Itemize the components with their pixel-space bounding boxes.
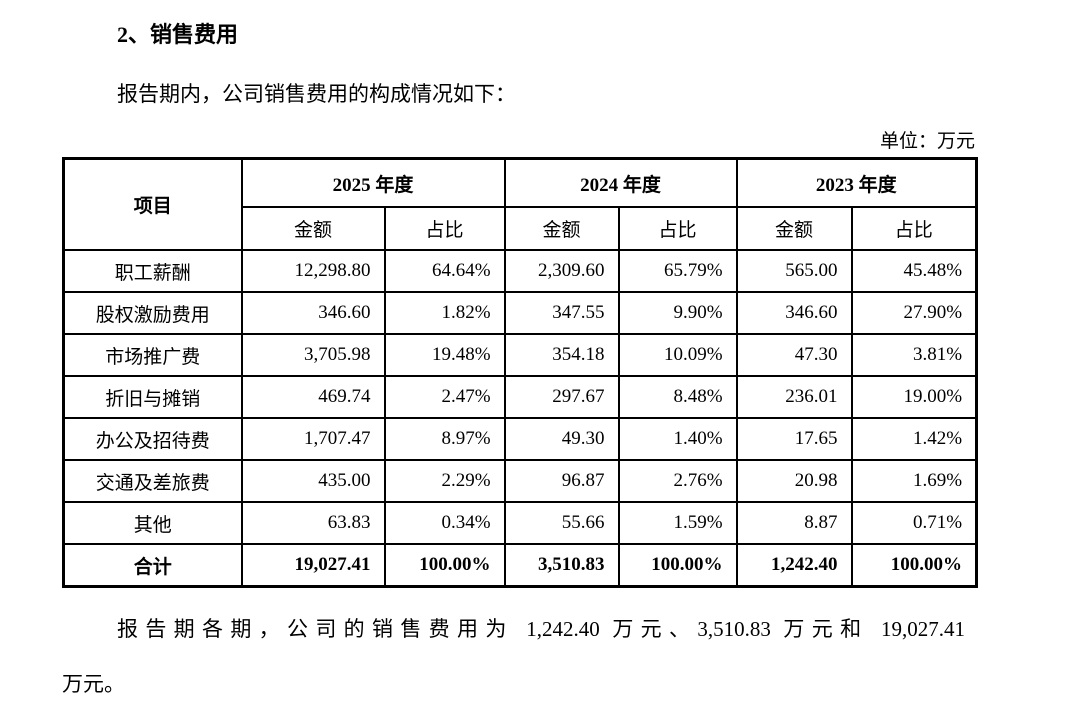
amount-header-2023: 金额	[735, 206, 853, 251]
table-row: 其他 63.83 0.34% 55.66 1.59% 8.87 0.71%	[62, 501, 978, 545]
item-cell: 合计	[62, 543, 243, 588]
ratio-cell: 1.59%	[617, 501, 738, 545]
intro-paragraph: 报告期内，公司销售费用的构成情况如下：	[117, 82, 516, 106]
ratio-cell: 10.09%	[617, 333, 738, 377]
amount-cell: 8.87	[735, 501, 853, 545]
ratio-header-2025: 占比	[383, 206, 506, 251]
amount-header-2025: 金额	[240, 206, 386, 251]
total-row: 合计 19,027.41 100.00% 3,510.83 100.00% 1,…	[62, 543, 978, 588]
ratio-cell: 0.71%	[850, 501, 978, 545]
item-cell: 职工薪酬	[62, 249, 243, 293]
item-cell: 股权激励费用	[62, 291, 243, 335]
ratio-cell: 1.42%	[850, 417, 978, 461]
ratio-cell: 8.97%	[383, 417, 506, 461]
amount-cell: 17.65	[735, 417, 853, 461]
ratio-cell: 2.76%	[617, 459, 738, 503]
amount-cell: 12,298.80	[240, 249, 386, 293]
ratio-cell: 19.00%	[850, 375, 978, 419]
amount-cell: 63.83	[240, 501, 386, 545]
ratio-cell: 9.90%	[617, 291, 738, 335]
table-row: 交通及差旅费 435.00 2.29% 96.87 2.76% 20.98 1.…	[62, 459, 978, 503]
ratio-cell: 8.48%	[617, 375, 738, 419]
sales-expense-table: 项目 2025 年度 2024 年度 2023 年度 金额 占比 金额 占比 金…	[62, 157, 979, 588]
table-row: 市场推广费 3,705.98 19.48% 354.18 10.09% 47.3…	[62, 333, 978, 377]
amount-cell: 20.98	[735, 459, 853, 503]
amount-cell: 346.60	[240, 291, 386, 335]
amount-cell: 3,705.98	[240, 333, 386, 377]
year-header-2023: 2023 年度	[735, 157, 978, 208]
amount-header-2024: 金额	[503, 206, 620, 251]
header-row-subcolumns: 金额 占比 金额 占比 金额 占比	[64, 206, 978, 251]
amount-cell: 19,027.41	[240, 543, 386, 588]
unit-label: 单位：万元	[879, 131, 975, 152]
table-row: 股权激励费用 346.60 1.82% 347.55 9.90% 346.60 …	[62, 291, 978, 335]
amount-cell: 3,510.83	[503, 543, 620, 588]
ratio-cell: 45.48%	[850, 249, 978, 293]
amount-cell: 565.00	[735, 249, 853, 293]
year-header-2024: 2024 年度	[503, 157, 738, 208]
amount-cell: 96.87	[503, 459, 620, 503]
amount-cell: 469.74	[240, 375, 386, 419]
ratio-cell: 2.47%	[383, 375, 506, 419]
ratio-cell: 19.48%	[383, 333, 506, 377]
item-cell: 交通及差旅费	[62, 459, 243, 503]
amount-cell: 55.66	[503, 501, 620, 545]
amount-cell: 297.67	[503, 375, 620, 419]
footer-line-2: 万元。	[62, 672, 125, 696]
ratio-cell: 100.00%	[383, 543, 506, 588]
ratio-cell: 0.34%	[383, 501, 506, 545]
header-row-years: 项目 2025 年度 2024 年度 2023 年度	[62, 157, 978, 251]
year-header-2025: 2025 年度	[240, 157, 506, 208]
item-cell: 办公及招待费	[62, 417, 243, 461]
footer-line-1: 报告期各期，公司的销售费用为 1,242.40 万元、3,510.83 万元和 …	[117, 617, 965, 641]
amount-cell: 47.30	[735, 333, 853, 377]
item-column-header: 项目	[62, 157, 243, 251]
ratio-header-2023: 占比	[850, 206, 978, 251]
footer-paragraph: 报告期各期，公司的销售费用为 1,242.40 万元、3,510.83 万元和 …	[62, 602, 965, 712]
ratio-cell: 100.00%	[617, 543, 738, 588]
item-cell: 折旧与摊销	[62, 375, 243, 419]
ratio-cell: 1.82%	[383, 291, 506, 335]
section-heading: 2、销售费用	[117, 22, 239, 47]
ratio-cell: 1.69%	[850, 459, 978, 503]
ratio-cell: 3.81%	[850, 333, 978, 377]
table-row: 折旧与摊销 469.74 2.47% 297.67 8.48% 236.01 1…	[62, 375, 978, 419]
amount-cell: 49.30	[503, 417, 620, 461]
amount-cell: 347.55	[503, 291, 620, 335]
ratio-cell: 64.64%	[383, 249, 506, 293]
item-cell: 市场推广费	[62, 333, 243, 377]
amount-cell: 354.18	[503, 333, 620, 377]
ratio-cell: 100.00%	[850, 543, 978, 588]
ratio-cell: 65.79%	[617, 249, 738, 293]
amount-cell: 1,242.40	[735, 543, 853, 588]
amount-cell: 435.00	[240, 459, 386, 503]
item-cell: 其他	[62, 501, 243, 545]
ratio-cell: 1.40%	[617, 417, 738, 461]
table-row: 职工薪酬 12,298.80 64.64% 2,309.60 65.79% 56…	[62, 249, 978, 293]
ratio-cell: 27.90%	[850, 291, 978, 335]
ratio-header-2024: 占比	[617, 206, 738, 251]
amount-cell: 1,707.47	[240, 417, 386, 461]
ratio-cell: 2.29%	[383, 459, 506, 503]
amount-cell: 236.01	[735, 375, 853, 419]
amount-cell: 2,309.60	[503, 249, 620, 293]
table-row: 办公及招待费 1,707.47 8.97% 49.30 1.40% 17.65 …	[62, 417, 978, 461]
amount-cell: 346.60	[735, 291, 853, 335]
